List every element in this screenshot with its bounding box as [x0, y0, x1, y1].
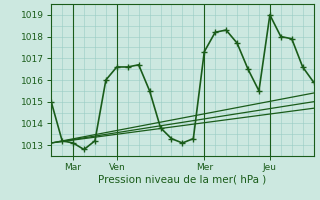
- X-axis label: Pression niveau de la mer( hPa ): Pression niveau de la mer( hPa ): [98, 175, 267, 185]
